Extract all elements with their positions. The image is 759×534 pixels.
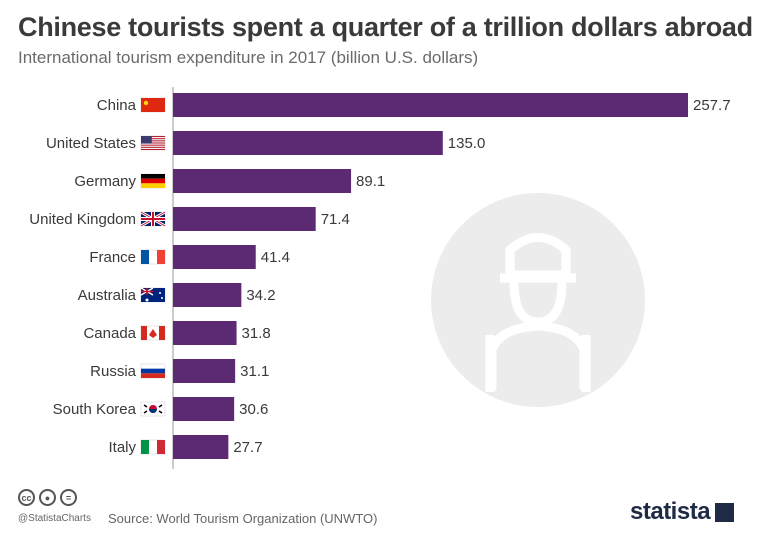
bar-france	[173, 245, 256, 269]
value-label: 71.4	[321, 211, 350, 228]
bar-australia	[173, 283, 242, 307]
bar-italy	[173, 435, 229, 459]
russia-flag-icon	[140, 363, 166, 379]
category-label: South Korea	[53, 401, 137, 418]
statista-handle: @StatistaCharts	[18, 513, 91, 524]
bar-united-states	[173, 131, 443, 155]
category-label: United Kingdom	[29, 211, 136, 228]
category-label: China	[97, 97, 137, 114]
chart-subtitle: International tourism expenditure in 201…	[18, 48, 479, 67]
france-flag-icon	[140, 249, 166, 265]
uk-flag-icon	[140, 210, 166, 228]
germany-flag-icon	[140, 173, 166, 189]
statista-logo-mark	[715, 503, 734, 522]
category-label: Germany	[74, 173, 136, 190]
category-label: Australia	[78, 287, 137, 304]
value-label: 257.7	[693, 97, 731, 114]
category-label: France	[89, 249, 136, 266]
source-note: Source: World Tourism Organization (UNWT…	[108, 511, 378, 526]
category-label: Russia	[90, 363, 137, 380]
value-label: 89.1	[356, 173, 385, 190]
category-label: Italy	[108, 439, 136, 456]
license-icons: cc ● =	[18, 489, 77, 506]
south-korea-flag-icon	[140, 401, 166, 417]
statista-logo[interactable]: statista	[630, 498, 711, 525]
bar-chart: China 257.7 United States 135.0 Germany 89.1 U…	[29, 87, 731, 469]
bar-russia	[173, 359, 236, 383]
watermark-tourist-icon	[431, 193, 645, 407]
china-flag-icon	[140, 97, 166, 113]
bar-south-korea	[173, 397, 235, 421]
chart-title: Chinese tourists spent a quarter of a tr…	[18, 12, 753, 42]
bar-united-kingdom	[173, 207, 316, 231]
value-label: 41.4	[261, 249, 290, 266]
category-label: United States	[46, 135, 136, 152]
canada-flag-icon	[140, 325, 166, 341]
italy-flag-icon	[140, 439, 166, 455]
australia-flag-icon	[140, 287, 166, 303]
value-label: 31.1	[240, 363, 269, 380]
value-label: 31.8	[242, 325, 271, 342]
bar-canada	[173, 321, 237, 345]
value-label: 30.6	[239, 401, 268, 418]
by-icon: ●	[39, 489, 56, 506]
usa-flag-icon	[140, 135, 166, 151]
cc-icon: cc	[18, 489, 35, 506]
category-label: Canada	[83, 325, 136, 342]
nd-icon: =	[60, 489, 77, 506]
value-label: 34.2	[246, 287, 275, 304]
bar-china	[173, 93, 688, 117]
value-label: 27.7	[233, 439, 262, 456]
bar-germany	[173, 169, 352, 193]
value-label: 135.0	[448, 135, 486, 152]
